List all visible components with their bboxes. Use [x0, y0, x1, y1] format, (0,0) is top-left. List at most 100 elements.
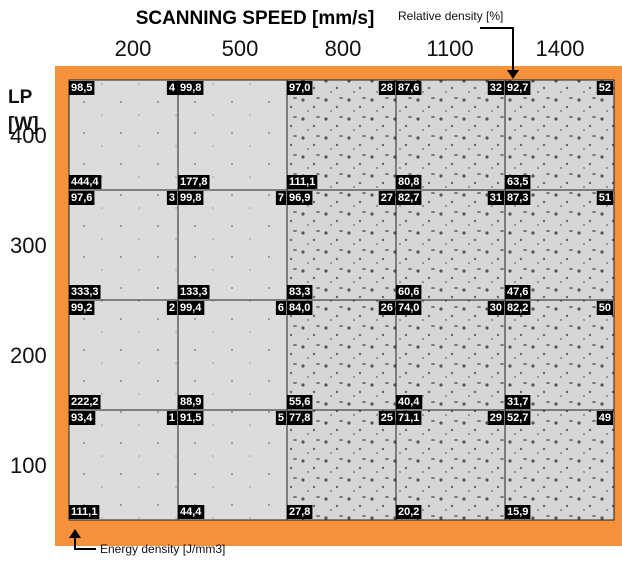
title: SCANNING SPEED [mm/s] — [136, 8, 375, 29]
cell-label: 2 — [169, 302, 175, 314]
micrograph — [395, 409, 506, 521]
arrow — [480, 27, 514, 74]
label-box — [166, 81, 178, 95]
label-box — [287, 411, 313, 425]
cell-label: 51 — [599, 192, 611, 204]
cell-label: 7 — [278, 192, 284, 204]
cell-label: 71,1 — [398, 412, 419, 424]
cell-label: 31,7 — [507, 396, 528, 408]
micrograph — [177, 299, 288, 411]
cell-label: 84,0 — [289, 302, 310, 314]
cell-label: 15,9 — [507, 506, 528, 518]
cell-label: 29 — [490, 412, 502, 424]
column-label: 800 — [325, 36, 362, 61]
cell-label: 99,4 — [180, 302, 202, 314]
micrograph — [504, 409, 615, 521]
column-label: 500 — [222, 36, 259, 61]
arrowhead — [507, 70, 519, 79]
micrograph — [504, 79, 615, 191]
label-box — [378, 191, 395, 205]
label-box — [396, 301, 422, 315]
label-box — [596, 81, 613, 95]
label-box — [596, 301, 613, 315]
micrograph — [395, 189, 506, 301]
cell-label: 27 — [381, 192, 393, 204]
label-box — [275, 411, 286, 425]
label-box — [69, 191, 95, 205]
arrowhead — [69, 529, 81, 538]
label-box — [275, 301, 286, 315]
cell-label: 111,1 — [289, 176, 315, 188]
cell-label: 32 — [490, 82, 502, 94]
cell-label: 52,7 — [507, 412, 528, 424]
label-box — [396, 191, 422, 205]
label-box — [396, 175, 422, 189]
label-box — [178, 395, 204, 409]
micrograph — [286, 79, 397, 191]
cell-label: 40,4 — [398, 396, 420, 408]
label-box — [505, 191, 531, 205]
cell-label: 97,6 — [71, 192, 92, 204]
cell-label: 49 — [599, 412, 611, 424]
cell-label: 28 — [381, 82, 393, 94]
row-title: LP — [8, 87, 33, 108]
label-box — [178, 81, 204, 95]
label-box — [178, 505, 205, 519]
cell-label: 80,8 — [398, 176, 419, 188]
cell-label: 47,6 — [507, 286, 528, 298]
cell-label: 55,6 — [289, 396, 310, 408]
cell-label: 74,0 — [398, 302, 419, 314]
row-label: 100 — [10, 453, 47, 478]
label-box — [505, 285, 531, 299]
label-box — [69, 411, 96, 425]
micrograph — [395, 79, 506, 191]
label-box — [166, 411, 177, 425]
cell-label: 25 — [381, 412, 393, 424]
row-label: 400 — [10, 123, 47, 148]
micrograph — [68, 189, 179, 301]
cell-label: 50 — [599, 302, 611, 314]
label-box — [178, 175, 210, 189]
cell-label: 88,9 — [180, 396, 201, 408]
label-box — [396, 285, 422, 299]
label-box — [487, 191, 504, 205]
cell-label: 99,8 — [180, 192, 201, 204]
label-box — [396, 395, 423, 409]
cell-label: 92,7 — [507, 82, 528, 94]
label-box — [69, 505, 100, 519]
cell-label: 222,2 — [71, 396, 99, 408]
label-box — [287, 191, 313, 205]
cell-label: 82,7 — [398, 192, 419, 204]
label-box — [275, 191, 286, 205]
cell-label: 60,6 — [398, 286, 419, 298]
cell-label: 6 — [278, 302, 284, 314]
cell-label: 91,5 — [180, 412, 201, 424]
cell-label: 31 — [490, 192, 502, 204]
label-box — [596, 191, 613, 205]
annotation: Energy density [J/mm3] — [100, 542, 225, 556]
cell-label: 44,4 — [180, 506, 202, 518]
cell-label: 20,2 — [398, 506, 419, 518]
micrograph — [177, 409, 288, 521]
label-box — [166, 301, 177, 315]
column-label: 200 — [115, 36, 152, 61]
label-box — [487, 301, 504, 315]
cell-label: 1 — [169, 412, 175, 424]
micrograph — [68, 409, 179, 521]
cell-label: 444,4 — [71, 176, 99, 188]
label-box — [178, 301, 205, 315]
label-box — [396, 81, 422, 95]
cell-label: 4 — [169, 82, 176, 94]
label-box — [596, 411, 613, 425]
micrograph — [68, 299, 179, 411]
cell-label: 133,3 — [180, 286, 208, 298]
label-box — [505, 411, 531, 425]
label-box — [505, 81, 531, 95]
cell-label: 5 — [278, 412, 284, 424]
label-box — [287, 395, 313, 409]
cell-label: 27,8 — [289, 506, 310, 518]
label-box — [505, 505, 531, 519]
column-label: 1400 — [536, 36, 585, 61]
